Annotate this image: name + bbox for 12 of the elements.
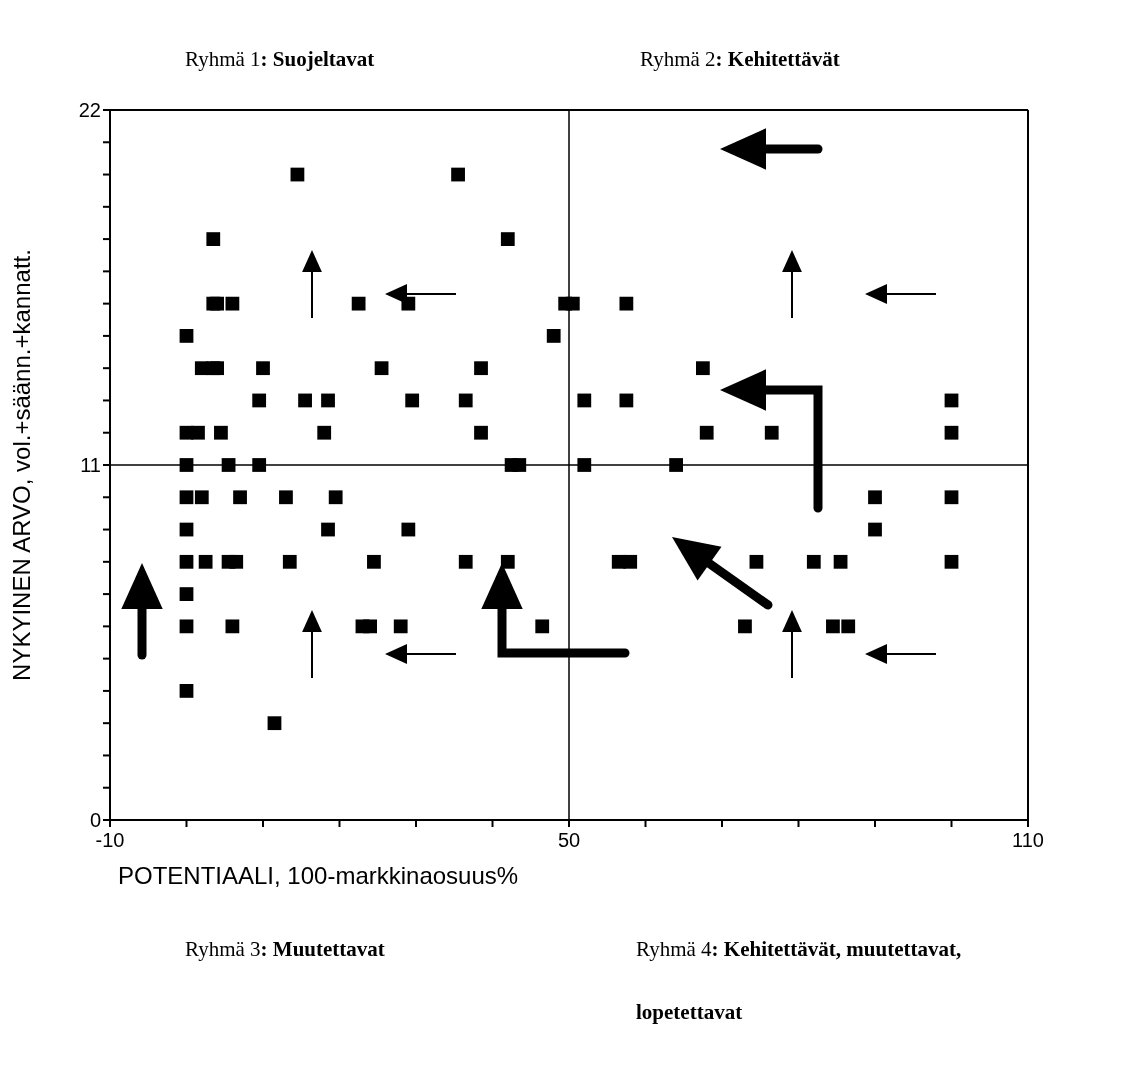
y-tick-label: 0 <box>89 809 101 832</box>
x-axis-title: POTENTIAALI, 100-markkinaosuus% <box>118 862 519 890</box>
x-tick-label: -10 <box>95 829 125 852</box>
x-tick-label: 50 <box>557 829 581 852</box>
x-tick-label: 110 <box>1012 829 1044 852</box>
y-tick-label: 11 <box>80 454 101 477</box>
text: Ryhmä 1: Suojeltavat <box>185 46 376 73</box>
y-tick-label: 22 <box>78 99 101 122</box>
y-axis-title: NYKYINEN ARVO, vol.+säänn.+kannatt. <box>8 249 36 681</box>
text: Ryhmä 2: Kehitettävät <box>640 46 841 73</box>
text: Ryhmä 3: Muutettavat <box>185 936 386 963</box>
text: Ryhmä 4: Kehitettävät, muutettavat, lopetettavat <box>636 937 962 1024</box>
